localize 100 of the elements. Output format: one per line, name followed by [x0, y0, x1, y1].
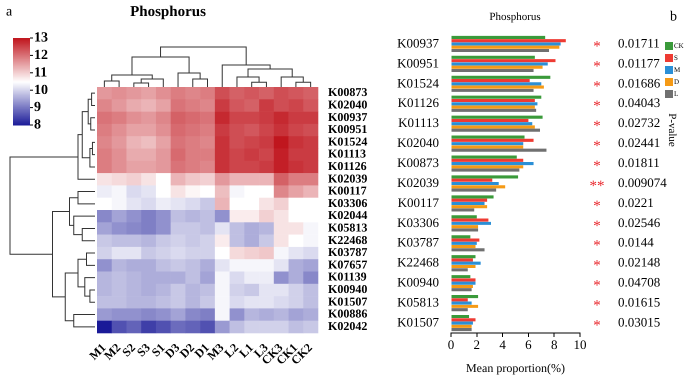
y-tick-label: K01113 [398, 115, 439, 130]
bar [452, 39, 566, 42]
y-tick-label: K03306 [328, 196, 368, 210]
y-tick-label: K05813 [328, 220, 368, 235]
bar [452, 278, 476, 282]
y-tick-label: K03306 [397, 214, 440, 230]
bar [452, 66, 543, 69]
bar [452, 222, 491, 225]
y-tick-label: K01507 [328, 294, 368, 308]
bar [452, 68, 534, 72]
bar [452, 46, 560, 49]
bar [452, 148, 546, 152]
bar [452, 128, 540, 132]
bar [452, 225, 478, 228]
y-tick-label: K05813 [397, 294, 439, 310]
text: * [593, 78, 601, 95]
bar [452, 116, 543, 119]
bar [452, 122, 532, 126]
bar [452, 36, 546, 39]
bar [452, 302, 472, 305]
bar [452, 76, 550, 79]
bar [452, 105, 535, 109]
bar [452, 324, 472, 328]
bar [452, 245, 476, 248]
text: 0.01811 [618, 154, 660, 170]
y-tick-label: K00940 [328, 282, 368, 296]
text: 0.02546 [618, 214, 661, 230]
y-tick-label: K02040 [397, 135, 439, 150]
y-tick-label: K00937 [328, 110, 368, 124]
bar [452, 185, 506, 188]
bar [452, 175, 518, 179]
bar [452, 321, 473, 325]
bar [452, 102, 538, 106]
text: b [670, 10, 677, 25]
bar [452, 304, 478, 308]
bar [452, 314, 470, 318]
bar [452, 125, 535, 129]
bar [452, 202, 485, 205]
y-tick-label: K22468 [397, 254, 439, 270]
bar [452, 255, 476, 258]
bar [452, 228, 478, 232]
y-tick-label: K00117 [328, 184, 367, 198]
bar [452, 162, 534, 166]
text: 0.0221 [618, 194, 654, 210]
text: * [593, 118, 601, 135]
x-tick-label: 10 [574, 337, 586, 352]
text: 0.0144 [618, 234, 654, 250]
y-tick-label: K01524 [397, 75, 440, 90]
y-tick-label: K03787 [397, 234, 440, 250]
text: 0.02441 [618, 135, 660, 150]
text: * [593, 278, 601, 294]
y2-axis-title: P-value [666, 113, 678, 147]
bar [452, 145, 524, 148]
bar [452, 136, 525, 139]
bar [452, 155, 517, 159]
y-tick-label: K00940 [397, 274, 439, 290]
text: 0.04043 [618, 95, 660, 110]
y-tick-label: K01139 [328, 270, 367, 284]
y-tick-label: K01524 [328, 134, 368, 148]
bar [452, 195, 494, 198]
bar [452, 188, 496, 192]
bar [452, 108, 536, 112]
color-bar-label: 10 [34, 82, 48, 98]
bar [452, 118, 528, 122]
bar [452, 82, 542, 86]
bar [452, 48, 550, 52]
text: 0.03015 [618, 314, 660, 330]
bar [452, 59, 556, 62]
bar [452, 208, 474, 212]
bar [452, 158, 524, 162]
text: 0.01711 [618, 35, 660, 50]
x-tick-label: S3 [134, 340, 153, 360]
bar [452, 268, 468, 272]
text: 0.02732 [618, 115, 660, 130]
bar [452, 98, 535, 102]
bar [452, 88, 534, 92]
color-bar-label: 9 [34, 100, 41, 116]
bar [452, 86, 544, 89]
y-tick-label: K02039 [328, 171, 368, 186]
text: ** [590, 178, 604, 194]
bar [452, 178, 492, 182]
y-tick-label: K03787 [328, 245, 368, 260]
bar [452, 295, 478, 298]
x-tick-label: 2 [474, 337, 480, 352]
bar [452, 56, 535, 59]
y-tick-label: K00886 [328, 306, 368, 321]
text: * [593, 298, 601, 314]
chart-title: Phosphorus [130, 4, 206, 20]
text: 0.01177 [618, 55, 660, 70]
text: * [593, 318, 601, 334]
y-tick-label: K00117 [398, 194, 440, 210]
y-tick-label: K02044 [328, 208, 368, 222]
bar [452, 264, 476, 268]
x-tick-label: 6 [525, 337, 532, 352]
y-tick-label: K00951 [328, 122, 368, 136]
y-tick-label: K01126 [398, 95, 440, 110]
color-bar-label: 12 [34, 48, 48, 64]
color-bar-label: 13 [34, 30, 48, 46]
bar [452, 138, 534, 142]
bar [452, 275, 470, 278]
